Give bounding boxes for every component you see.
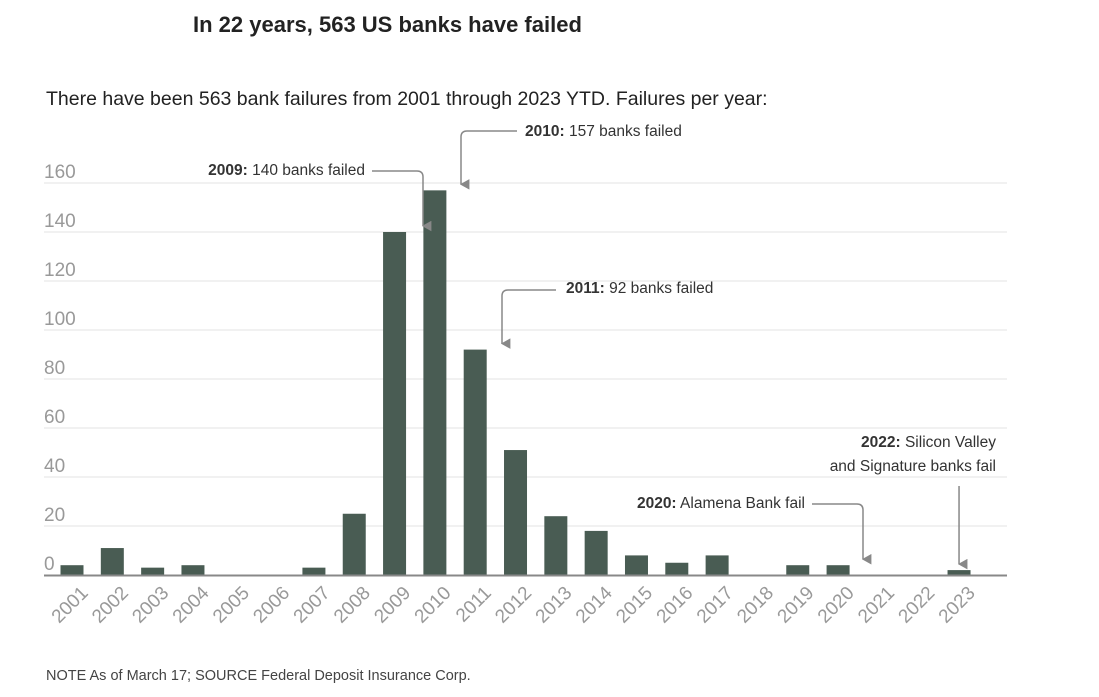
bar-2012 <box>504 450 528 575</box>
leader-line <box>459 130 517 190</box>
x-tick-label: 2004 <box>169 582 214 627</box>
bar-2016 <box>665 562 689 575</box>
x-tick-label: 2012 <box>491 583 536 628</box>
x-tick-label: 2022 <box>895 583 940 628</box>
x-tick-label: 2006 <box>249 583 294 628</box>
source-note: NOTE As of March 17; SOURCE Federal Depo… <box>46 668 471 684</box>
x-tick-label: 2002 <box>88 583 133 628</box>
x-tick-label: 2016 <box>653 583 698 628</box>
x-tick-label: 2013 <box>532 583 577 628</box>
x-tick-label: 2005 <box>209 583 254 628</box>
y-tick-label: 80 <box>44 358 65 379</box>
bar-2007 <box>302 567 326 575</box>
x-tick-label: 2021 <box>854 583 899 628</box>
bar-2010 <box>423 190 447 575</box>
bar-2003 <box>141 567 165 575</box>
x-tick-label: 2020 <box>814 583 859 628</box>
bar-2017 <box>705 555 729 575</box>
annotation-2010: 2010: 157 banks failed <box>525 123 682 140</box>
x-tick-label: 2017 <box>693 583 738 628</box>
annotation-text: 92 banks failed <box>605 280 714 297</box>
x-tick-label: 2023 <box>935 583 980 628</box>
annotation-year: 2009: <box>208 162 248 179</box>
x-tick-label: 2007 <box>290 583 335 628</box>
leader-line <box>372 170 432 232</box>
bar-2014 <box>584 530 608 575</box>
y-tick-label: 140 <box>44 211 76 232</box>
annotation-year: 2010: <box>525 123 565 140</box>
y-tick-label: 20 <box>44 505 65 526</box>
bar-2011 <box>463 349 487 575</box>
bars <box>60 190 971 575</box>
bar-2009 <box>383 232 407 575</box>
annotation-text: Silicon Valley <box>901 434 997 451</box>
x-tick-label: 2014 <box>572 582 617 627</box>
x-tick-label: 2008 <box>330 583 375 628</box>
bar-2008 <box>342 513 366 575</box>
x-tick-label: 2015 <box>612 583 657 628</box>
x-tick-label: 2001 <box>48 583 93 628</box>
annotation-2009: 2009: 140 banks failed <box>208 162 365 179</box>
annotation-2022-line2: and Signature banks fail <box>830 458 996 475</box>
annotations: 2009: 140 banks failed 2010: 157 banks fa… <box>208 123 996 570</box>
y-tick-label: 120 <box>44 260 76 281</box>
bar-2002 <box>100 548 124 575</box>
annotation-2020: 2020: Alamena Bank fail <box>637 495 805 512</box>
y-axis-ticks: 0 20 40 60 80 100 120 140 160 <box>44 162 76 575</box>
y-tick-label: 100 <box>44 309 76 330</box>
bar-2015 <box>624 555 648 575</box>
y-tick-label: 40 <box>44 456 65 477</box>
annotation-year: 2011: <box>566 280 605 297</box>
leader-line <box>812 503 872 565</box>
bar-2004 <box>181 565 205 575</box>
annotation-text: Alamena Bank fail <box>677 495 805 512</box>
annotation-text: 157 banks failed <box>565 123 682 140</box>
bar-2020 <box>826 565 850 575</box>
chart-subtitle: There have been 563 bank failures from 2… <box>46 88 768 110</box>
x-tick-label: 2009 <box>370 583 415 628</box>
y-tick-label: 0 <box>44 554 55 575</box>
annotation-2011: 2011: 92 banks failed <box>566 280 713 297</box>
bar-2013 <box>544 516 568 575</box>
bar-2001 <box>60 565 84 575</box>
annotation-text: 140 banks failed <box>248 162 365 179</box>
y-tick-label: 60 <box>44 407 65 428</box>
y-tick-label: 160 <box>44 162 76 183</box>
x-tick-label: 2010 <box>411 583 456 628</box>
bar-2019 <box>786 565 810 575</box>
leader-line <box>500 289 556 349</box>
x-tick-label: 2019 <box>774 583 819 628</box>
x-tick-label: 2011 <box>452 583 496 627</box>
annotation-year: 2022: <box>861 434 901 451</box>
x-tick-label: 2003 <box>128 583 173 628</box>
x-axis-ticks: 2001200220032004200520062007200820092010… <box>48 582 980 627</box>
annotation-year: 2020: <box>637 495 677 512</box>
chart-title: In 22 years, 563 US banks have failed <box>193 12 582 37</box>
bar-2023 <box>947 570 971 575</box>
x-tick-label: 2018 <box>733 583 778 628</box>
annotation-2023: 2022: Silicon Valley <box>861 434 996 451</box>
